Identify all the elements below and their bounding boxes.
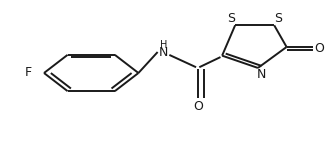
Text: O: O [193, 100, 203, 113]
Text: S: S [274, 12, 282, 25]
Text: H: H [160, 40, 167, 50]
Text: F: F [25, 66, 32, 80]
Text: N: N [159, 46, 168, 59]
Text: S: S [227, 12, 235, 25]
Text: O: O [314, 42, 324, 55]
Text: N: N [256, 67, 266, 80]
